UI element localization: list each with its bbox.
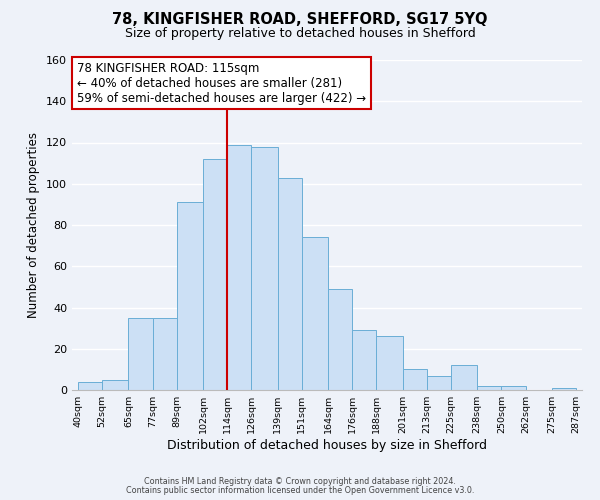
Text: 78, KINGFISHER ROAD, SHEFFORD, SG17 5YQ: 78, KINGFISHER ROAD, SHEFFORD, SG17 5YQ — [112, 12, 488, 28]
Bar — [278, 178, 302, 390]
Bar — [128, 318, 152, 390]
Bar — [203, 159, 227, 390]
Bar — [552, 388, 576, 390]
Bar — [477, 386, 502, 390]
Bar — [302, 238, 328, 390]
Bar — [502, 386, 526, 390]
Text: 78 KINGFISHER ROAD: 115sqm
← 40% of detached houses are smaller (281)
59% of sem: 78 KINGFISHER ROAD: 115sqm ← 40% of deta… — [77, 62, 366, 104]
X-axis label: Distribution of detached houses by size in Shefford: Distribution of detached houses by size … — [167, 439, 487, 452]
Bar — [328, 289, 352, 390]
Text: Size of property relative to detached houses in Shefford: Size of property relative to detached ho… — [125, 28, 475, 40]
Bar — [403, 370, 427, 390]
Bar — [177, 202, 203, 390]
Bar — [251, 146, 278, 390]
Y-axis label: Number of detached properties: Number of detached properties — [28, 132, 40, 318]
Bar — [427, 376, 451, 390]
Text: Contains HM Land Registry data © Crown copyright and database right 2024.: Contains HM Land Registry data © Crown c… — [144, 477, 456, 486]
Bar — [102, 380, 128, 390]
Bar — [78, 382, 102, 390]
Bar — [227, 144, 251, 390]
Bar — [376, 336, 403, 390]
Text: Contains public sector information licensed under the Open Government Licence v3: Contains public sector information licen… — [126, 486, 474, 495]
Bar — [451, 365, 477, 390]
Bar — [352, 330, 376, 390]
Bar — [152, 318, 177, 390]
